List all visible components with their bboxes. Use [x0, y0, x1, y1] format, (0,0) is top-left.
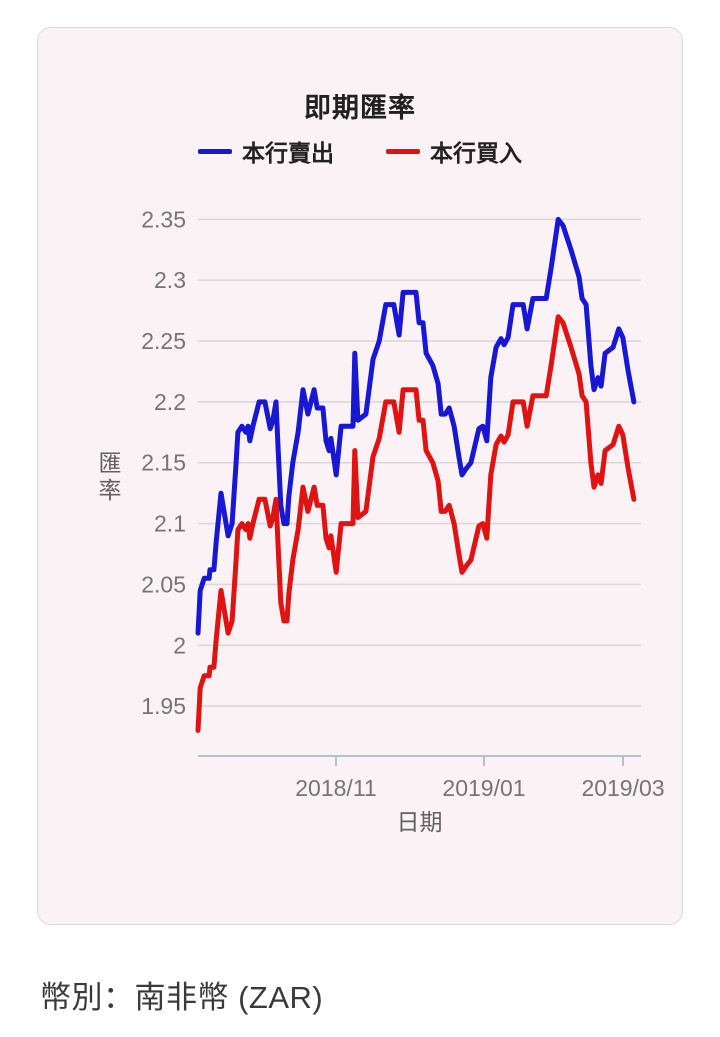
legend-item-sell: 本行賣出	[198, 134, 334, 168]
currency-caption: 幣別：南非幣 (ZAR)	[40, 980, 324, 1015]
y-tick-label: 2.35	[141, 206, 186, 232]
x-tick-label: 2019/03	[581, 775, 664, 801]
y-tick-label: 2.2	[154, 389, 186, 415]
x-axis-title: 日期	[397, 809, 443, 835]
y-tick-label: 2.15	[141, 450, 186, 476]
legend-label-sell: 本行賣出	[242, 140, 334, 166]
y-tick-label: 2	[173, 632, 186, 658]
exchange-rate-line-chart: 1.95 2 2.05 2.1 2.15 2.2 2.25 2.3 2.35 2018/11 201…	[99, 206, 665, 835]
buy-line	[195, 314, 637, 733]
y-tick-label: 2.1	[154, 511, 186, 537]
sell-line	[195, 216, 637, 636]
y-tick-label: 2.3	[154, 267, 186, 293]
y-tick-label: 1.95	[141, 693, 186, 719]
chart-legend: 本行賣出 本行買入	[38, 134, 682, 168]
chart-title: 即期匯率	[304, 93, 416, 123]
y-tick-label: 2.05	[141, 571, 186, 597]
buy-line-swatch	[386, 148, 420, 154]
legend-item-buy: 本行買入	[386, 134, 522, 168]
y-axis-title: 匯率	[99, 450, 122, 503]
x-tick-label: 2019/01	[442, 775, 525, 801]
legend-label-buy: 本行買入	[430, 140, 522, 166]
chart-card: 即期匯率 本行賣出 本行買入 1.95 2 2.05 2.1 2.15 2.2 2.25 2.…	[37, 27, 683, 925]
x-tick-label: 2018/11	[295, 775, 376, 801]
sell-line-swatch	[198, 148, 232, 154]
y-tick-label: 2.25	[141, 328, 186, 354]
